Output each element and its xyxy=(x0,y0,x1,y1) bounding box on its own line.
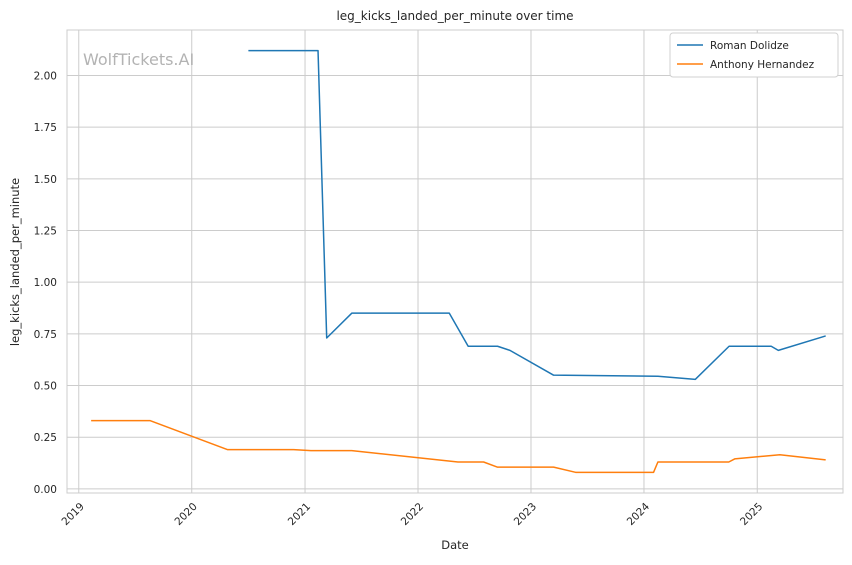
y-tick-label: 1.50 xyxy=(34,174,57,186)
y-tick-label: 1.00 xyxy=(34,277,57,289)
y-tick-label: 1.75 xyxy=(34,122,57,134)
chart-title: leg_kicks_landed_per_minute over time xyxy=(336,9,573,23)
watermark-text: WolfTickets.AI xyxy=(83,50,194,69)
y-tick-label: 0.50 xyxy=(34,381,57,393)
legend: Roman Dolidze Anthony Hernandez xyxy=(670,33,838,77)
x-axis-label: Date xyxy=(441,538,469,552)
legend-label-anthony-hernandez: Anthony Hernandez xyxy=(710,59,815,71)
y-tick-label: 0.00 xyxy=(34,484,57,496)
y-tick-label: 1.25 xyxy=(34,225,57,237)
y-tick-label: 0.75 xyxy=(34,329,57,341)
y-axis-label: leg_kicks_landed_per_minute xyxy=(8,178,22,346)
legend-label-roman-dolidze: Roman Dolidze xyxy=(710,40,789,52)
y-tick-label: 2.00 xyxy=(34,70,57,82)
y-tick-label: 0.25 xyxy=(34,432,57,444)
